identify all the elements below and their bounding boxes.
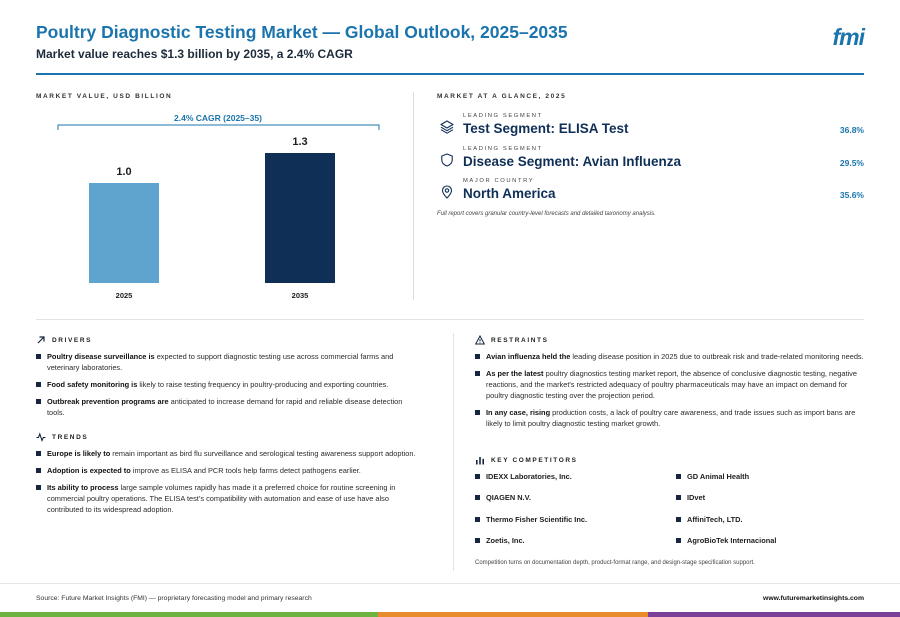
warning-icon [475,335,485,345]
footer-stripe-orange [378,612,648,617]
arrow-up-right-icon [37,336,45,344]
bar-2025 [89,183,159,283]
restraints-heading: RESTRAINTS [475,335,549,345]
map-pin-icon [441,185,453,199]
drivers-list: Poultry disease surveillance is expected… [36,351,421,424]
website-link[interactable]: www.futuremarketinsights.com [763,595,864,602]
list-item: Food safety monitoring is likely to rais… [36,379,421,390]
section-divider [36,319,864,320]
pulse-icon [36,432,46,442]
glance-main: Disease Segment: Avian Influenza [463,154,682,169]
glance-item-test-segment: LEADING SEGMENT Test Segment: ELISA Test… [437,113,864,143]
list-item: Outbreak prevention programs are anticip… [36,396,421,418]
footer-rule [0,583,900,584]
glance-share: 36.8% [839,125,864,135]
competitors-note: Competition turns on documentation depth… [475,560,755,566]
page-subtitle: Market value reaches $1.3 billion by 203… [36,47,353,61]
glance-share: 35.6% [839,190,864,200]
trends-list: Europe is likely to remain important as … [36,448,421,521]
competitor-item: Thermo Fisher Scientific Inc. [475,515,587,524]
bar-chart-icon [476,457,484,465]
competitor-item: GD Animal Health [676,472,749,481]
restraints-label: RESTRAINTS [491,336,549,344]
competitors-label: KEY COMPETITORS [491,456,578,464]
competitor-item: QIAGEN N.V. [475,493,531,502]
glance-share: 29.5% [839,158,864,168]
list-item: Adoption is expected to improve as ELISA… [36,465,421,476]
competitor-item: Zoetis, Inc. [475,536,525,545]
competitor-item: AgroBioTek Internacional [676,536,776,545]
drivers-heading: DRIVERS [36,335,92,345]
competitors-heading: KEY COMPETITORS [475,455,578,465]
shield-icon [441,153,453,167]
drivers-label: DRIVERS [52,336,93,344]
source-note: Source: Future Market Insights (FMI) — p… [36,595,312,602]
glance-sub: LEADING SEGMENT [463,113,543,119]
glance-main: North America [463,186,556,201]
list-item: Europe is likely to remain important as … [36,448,421,459]
competitor-item: AffiniTech, LTD. [676,515,743,524]
cagr-bracket [57,124,380,130]
market-value-label: MARKET VALUE, USD BILLION [36,93,173,100]
glance-note: Full report covers granular country-leve… [437,211,656,217]
trends-label: TRENDS [52,433,89,441]
x-tick-label-2025: 2025 [116,291,133,300]
glance-main: Test Segment: ELISA Test [463,121,629,136]
glance-sub: MAJOR COUNTRY [463,178,535,184]
data-label-2025: 1.0 [116,166,131,178]
data-label-2035: 1.3 [292,136,307,148]
list-item: As per the latest poultry diagnostics te… [475,368,864,401]
competitor-item: IDEXX Laboratories, Inc. [475,472,572,481]
footer-stripe-green [0,612,378,617]
glance-item-major-country: MAJOR COUNTRY North America 35.6% [437,178,864,208]
list-item: In any case, rising production costs, a … [475,407,864,429]
column-divider-lower [453,333,454,571]
x-tick-label-2035: 2035 [292,291,309,300]
fmi-logo: fmi [832,24,865,50]
competitor-item: IDvet [676,493,705,502]
footer-stripe-purple [648,612,900,617]
restraints-list: Avian influenza held the leading disease… [475,351,864,435]
trends-heading: TRENDS [36,432,88,442]
market-value-chart: 2.4% CAGR (2025–35) 1.0 2025 1.3 2035 [57,113,380,300]
column-divider [413,92,414,300]
glance-item-disease-segment: LEADING SEGMENT Disease Segment: Avian I… [437,146,864,176]
header-rule [36,73,864,75]
glance-sub: LEADING SEGMENT [463,146,543,152]
list-item: Its ability to process large sample volu… [36,482,421,515]
page-title: Poultry Diagnostic Testing Market — Glob… [36,22,568,42]
list-item: Poultry disease surveillance is expected… [36,351,421,373]
list-item: Avian influenza held the leading disease… [475,351,864,362]
glance-label: MARKET AT A GLANCE, 2025 [437,93,567,100]
bar-2035 [265,153,335,283]
layers-icon [440,120,454,134]
cagr-annotation: 2.4% CAGR (2025–35) [174,113,262,123]
